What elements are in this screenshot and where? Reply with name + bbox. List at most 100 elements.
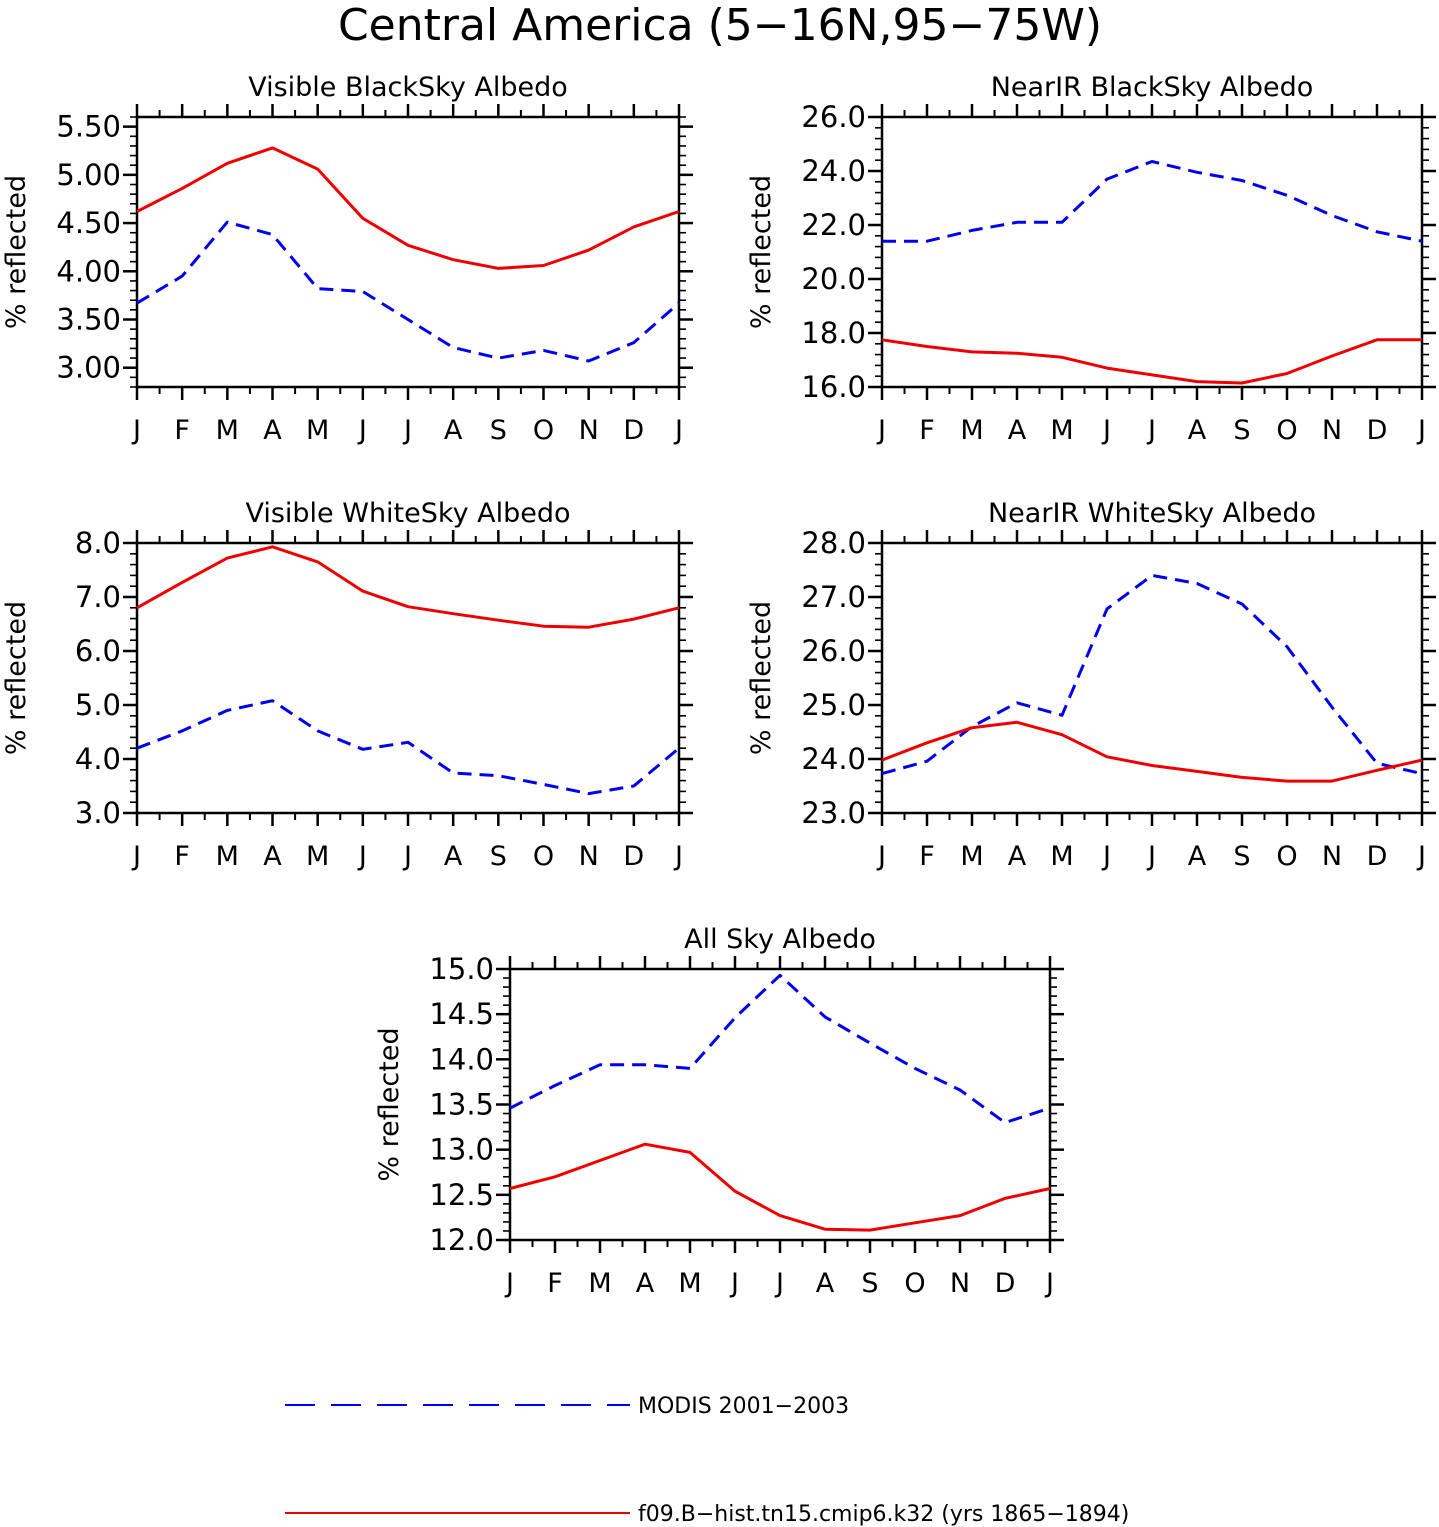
legend-label: f09.B−hist.tn15.cmip6.k32 (yrs 1865−1894… xyxy=(638,1502,1129,1527)
x-tick-label: D xyxy=(623,415,644,446)
x-tick-label: D xyxy=(623,841,644,872)
y-tick-label: 3.0 xyxy=(75,796,121,830)
plot-frame xyxy=(880,115,1424,389)
x-tick-label: A xyxy=(1188,415,1207,446)
y-tick-label: 28.0 xyxy=(801,526,866,560)
panel-title: Visible WhiteSky Albedo xyxy=(245,498,570,529)
x-tick-label: J xyxy=(402,415,412,446)
y-axis-label: % reflected xyxy=(1,175,32,329)
x-tick-label: O xyxy=(533,415,554,446)
panel-title: NearIR BlackSky Albedo xyxy=(991,72,1314,103)
series-line-model xyxy=(509,1142,1051,1232)
x-tick-label: M xyxy=(960,841,983,872)
x-tick-label: N xyxy=(1322,841,1342,872)
x-tick-label: M xyxy=(1050,415,1073,446)
y-tick-label: 20.0 xyxy=(801,262,866,296)
y-tick-label: 7.0 xyxy=(75,580,121,614)
x-tick-label: A xyxy=(444,415,463,446)
x-tick-label: F xyxy=(919,841,935,872)
y-tick-label: 3.00 xyxy=(56,351,121,385)
y-tick-label: 4.00 xyxy=(56,254,121,288)
x-tick-label: A xyxy=(263,841,282,872)
x-tick-label: J xyxy=(673,841,683,872)
x-tick-label: F xyxy=(919,415,935,446)
y-tick-label: 5.50 xyxy=(56,110,121,144)
x-tick-label: A xyxy=(636,1268,655,1299)
y-tick-label: 5.0 xyxy=(75,688,121,722)
x-tick-label: J xyxy=(1101,415,1111,446)
x-tick-label: J xyxy=(357,841,367,872)
x-tick-label: A xyxy=(816,1268,835,1299)
x-tick-label: J xyxy=(1416,415,1426,446)
legend: MODIS 2001−2003 f09.B−hist.tn15.cmip6.k32… xyxy=(285,1394,1129,1527)
series-line-modis xyxy=(881,573,1423,776)
y-axis-label: % reflected xyxy=(746,601,777,755)
x-tick-label: D xyxy=(1367,415,1388,446)
y-tick-label: 12.5 xyxy=(429,1178,494,1212)
x-tick-label: J xyxy=(1146,415,1156,446)
x-tick-label: N xyxy=(1322,415,1342,446)
x-tick-label: F xyxy=(547,1268,563,1299)
plot-frame xyxy=(135,115,681,389)
y-tick-label: 5.00 xyxy=(56,158,121,192)
plot-frame xyxy=(135,541,681,815)
x-tick-label: M xyxy=(306,841,329,872)
legend-label: MODIS 2001−2003 xyxy=(638,1394,849,1419)
panel-title: Visible BlackSky Albedo xyxy=(248,72,568,103)
x-tick-label: N xyxy=(950,1268,970,1299)
x-tick-label: J xyxy=(876,415,886,446)
series-line-modis xyxy=(136,220,680,363)
y-tick-label: 18.0 xyxy=(801,316,866,350)
x-tick-label: J xyxy=(1146,841,1156,872)
x-tick-label: J xyxy=(1101,841,1111,872)
x-tick-label: A xyxy=(444,841,463,872)
series-line-model xyxy=(136,545,680,629)
y-tick-label: 3.50 xyxy=(56,303,121,337)
y-tick-label: 13.0 xyxy=(429,1133,494,1167)
x-tick-label: M xyxy=(588,1268,611,1299)
x-tick-label: S xyxy=(1233,841,1250,872)
y-axis-label: % reflected xyxy=(374,1027,405,1181)
series-line-model xyxy=(881,720,1423,783)
plot-frame xyxy=(508,967,1052,1242)
x-tick-label: M xyxy=(1050,841,1073,872)
y-tick-label: 26.0 xyxy=(801,634,866,668)
y-tick-label: 24.0 xyxy=(801,154,866,188)
x-tick-label: J xyxy=(876,841,886,872)
x-tick-label: J xyxy=(402,841,412,872)
y-tick-label: 13.5 xyxy=(429,1088,494,1122)
y-tick-label: 16.0 xyxy=(801,370,866,404)
x-tick-label: O xyxy=(904,1268,925,1299)
figure-title: Central America (5−16N,95−75W) xyxy=(338,0,1102,51)
y-tick-label: 23.0 xyxy=(801,796,866,830)
y-tick-label: 6.0 xyxy=(75,634,121,668)
y-axis-label: % reflected xyxy=(746,175,777,329)
x-tick-label: S xyxy=(1233,415,1250,446)
x-tick-label: M xyxy=(216,841,239,872)
y-tick-label: 4.0 xyxy=(75,742,121,776)
x-tick-label: M xyxy=(678,1268,701,1299)
x-tick-label: J xyxy=(774,1268,784,1299)
x-tick-label: A xyxy=(1188,841,1207,872)
y-axis-label: % reflected xyxy=(1,601,32,755)
y-tick-label: 14.0 xyxy=(429,1042,494,1076)
series-line-model xyxy=(881,338,1422,385)
plot-frame xyxy=(880,541,1424,815)
panel-title: NearIR WhiteSky Albedo xyxy=(988,498,1316,529)
x-tick-label: O xyxy=(1276,415,1297,446)
x-tick-label: O xyxy=(533,841,554,872)
series-line-modis xyxy=(882,160,1423,243)
x-tick-label: O xyxy=(1276,841,1297,872)
y-tick-label: 25.0 xyxy=(801,688,866,722)
x-tick-label: J xyxy=(729,1268,739,1299)
x-tick-label: J xyxy=(504,1268,514,1299)
x-tick-label: S xyxy=(490,415,507,446)
x-tick-label: J xyxy=(1416,841,1426,872)
x-tick-label: J xyxy=(1044,1268,1054,1299)
x-tick-label: A xyxy=(1008,841,1027,872)
x-tick-label: N xyxy=(579,415,599,446)
y-tick-label: 22.0 xyxy=(801,208,866,242)
